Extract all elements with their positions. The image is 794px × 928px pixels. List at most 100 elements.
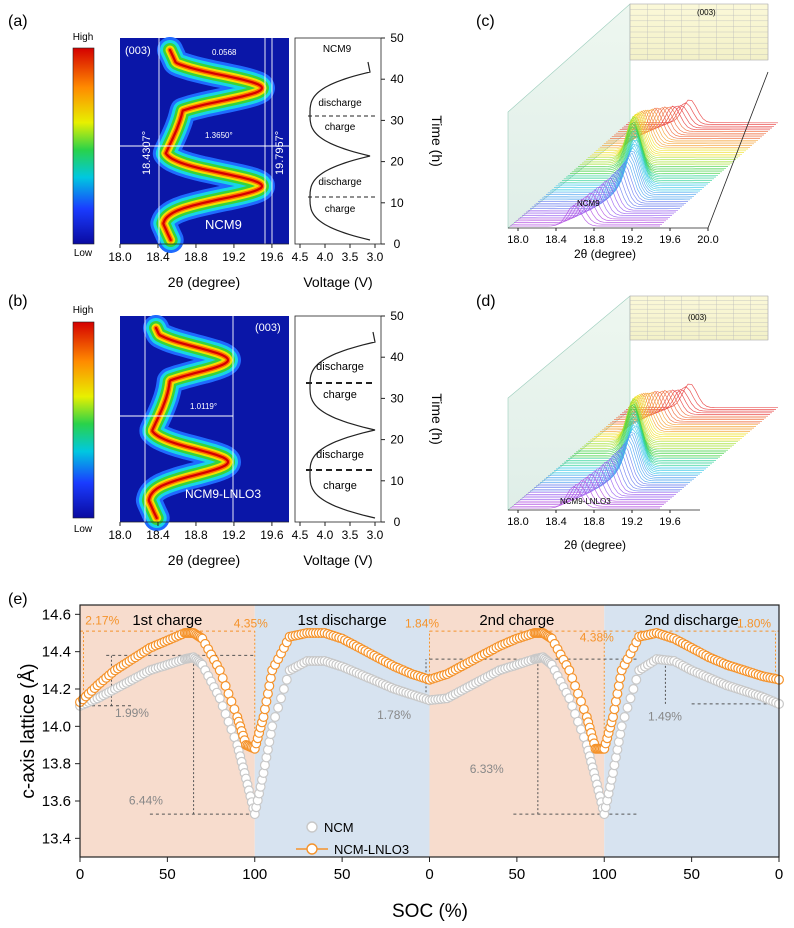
tick-label: 18.8: [184, 528, 208, 542]
tick-label: 3.0: [367, 250, 384, 264]
peak-label-b: (003): [255, 322, 281, 334]
waterfall-trace: [514, 479, 664, 505]
soc-regions: 1st charge 1st discharge 2nd charge 2nd dis…: [80, 605, 779, 857]
contour-band-5: [147, 326, 230, 520]
waterfall-trace: [542, 438, 692, 482]
segment-label-b2: discharge: [316, 449, 364, 461]
waterfall-trace: [618, 390, 768, 417]
orange-annotation: 4.35%: [234, 616, 268, 630]
tick-label: 0: [394, 515, 401, 529]
waterfall-trace: [562, 135, 712, 181]
peak-label-a: (003): [125, 45, 151, 57]
region-1: [80, 605, 255, 857]
two-theta-axis-b: 18.0 18.4 18.8 19.2 19.6: [108, 521, 289, 542]
waterfall-trace: [586, 398, 736, 444]
waterfall-traces-c: [510, 99, 778, 227]
time-axis-b: 0 10 20 30 40 50: [381, 309, 404, 529]
waterfall-trace: [595, 112, 746, 152]
tick-label: 19.6: [260, 250, 284, 264]
tick-label: 18.8: [184, 250, 208, 264]
voltage-curve-b: [309, 331, 376, 519]
tick-label: 3.0: [367, 528, 384, 542]
tick-label: 19.6: [659, 234, 680, 246]
region-label: 1st discharge: [298, 612, 387, 629]
region-label: 2nd discharge: [645, 612, 739, 629]
tick-label: 0: [394, 237, 401, 251]
waterfall-trace: [518, 193, 668, 220]
colorbar-b: [72, 321, 95, 519]
waterfall-trace: [522, 187, 672, 216]
data-point: [273, 702, 284, 713]
waterfall-trace: [559, 136, 710, 183]
waterfall-trace: [536, 446, 686, 487]
contour-band-5: [162, 48, 264, 242]
waterfall-trace: [571, 126, 722, 173]
waterfall-side-wall-d: [507, 295, 631, 511]
y-tick-label: 14.2: [42, 681, 71, 698]
waterfall-trace: [512, 483, 662, 507]
waterfall-trace: [578, 121, 728, 167]
segment-label-a2: discharge: [318, 177, 362, 188]
waterfall-trace: [582, 119, 732, 164]
colorbar-high-label-b: High: [73, 305, 94, 316]
panel-a: (a) High Low (003) 0.0568 1.3650° 18.430…: [8, 13, 445, 290]
gray-annotation: 1.49%: [648, 710, 682, 724]
waterfall-trace: [522, 468, 672, 499]
sample-label-a: NCM9: [205, 217, 242, 232]
panel-label-e: (e): [8, 591, 28, 608]
tick-label: 10: [390, 474, 404, 488]
waterfall-trace: [544, 435, 694, 480]
data-point: [625, 693, 636, 704]
tick-label: 10: [390, 196, 404, 210]
waterfall-trace: [576, 404, 726, 453]
waterfall-trace: [580, 401, 730, 449]
legend-label-lnlo3: NCM-LNLO3: [334, 842, 409, 857]
tick-label: 18.4: [545, 516, 566, 528]
panel-label-d: (d): [476, 293, 496, 310]
waterfall-trace: [534, 450, 684, 488]
colorbar-high-label-a: High: [73, 32, 94, 43]
waterfall-trace: [514, 198, 664, 223]
colorbar-low-label-b: Low: [74, 524, 93, 535]
waterfall-trace: [624, 389, 774, 412]
tick-label: 20: [390, 155, 404, 169]
peak-label-c: (003): [697, 8, 716, 17]
x-tick-label: 100: [242, 866, 267, 883]
peak-label-d: (003): [688, 313, 707, 322]
voltage-axis-b: 4.5 4.0 3.5 3.0: [292, 522, 384, 542]
tick-label: 19.2: [621, 234, 642, 246]
x-tick-label: 100: [592, 866, 617, 883]
waterfall-trace: [583, 117, 734, 162]
waterfall-trace: [558, 421, 708, 468]
x-tick-label: 0: [425, 866, 433, 883]
x-tick-label: 0: [775, 866, 783, 883]
waterfall-trace: [516, 476, 666, 504]
legend: NCM NCM-LNLO3: [296, 820, 409, 857]
data-point: [622, 702, 633, 713]
legend-label-ncm: NCM: [324, 820, 354, 835]
y-tick-label: 14.4: [42, 644, 71, 661]
tick-label: 19.2: [222, 250, 246, 264]
voltage-title-b: Voltage (V): [303, 552, 372, 568]
tick-label: 40: [390, 350, 404, 364]
legend-marker-ncm: [306, 821, 318, 833]
waterfall-trace: [586, 116, 736, 160]
waterfall-trace: [590, 396, 740, 441]
voltage-sample-label-a: NCM9: [323, 44, 352, 55]
data-point: [619, 711, 630, 722]
segment-label-b3: charge: [323, 480, 357, 492]
shift-label-a: 1.3650°: [205, 131, 233, 140]
depth-edge-c: [707, 71, 769, 229]
waterfall-trace: [519, 189, 670, 218]
waterfall-trace: [588, 397, 738, 443]
orange-annotation: 1.80%: [737, 616, 771, 630]
orange-annotation: 2.17%: [85, 614, 119, 628]
tick-label: 3.5: [342, 250, 359, 264]
two-theta-title-a: 2θ (degree): [168, 274, 240, 290]
two-theta-title-c: 2θ (degree): [574, 247, 636, 261]
tick-label: 19.2: [621, 516, 642, 528]
gray-annotation: 6.44%: [129, 794, 163, 808]
waterfall-trace: [623, 105, 774, 127]
tick-label: 18.8: [583, 234, 604, 246]
waterfall-trace: [578, 403, 728, 451]
